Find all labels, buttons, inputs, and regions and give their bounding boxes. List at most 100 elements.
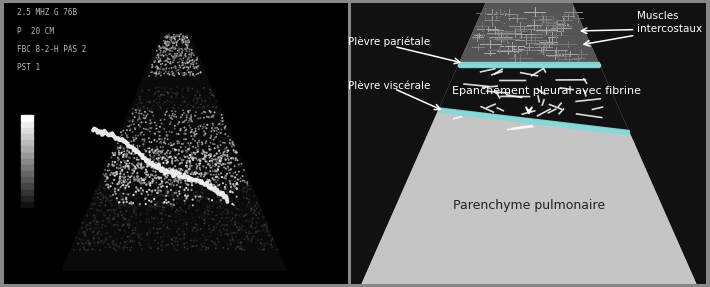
Point: [119, 174, 131, 179]
Point: [189, 59, 200, 63]
Point: [167, 69, 178, 74]
Point: [146, 215, 157, 220]
Point: [184, 116, 195, 121]
Point: [153, 71, 165, 76]
Point: [219, 174, 231, 178]
Point: [143, 203, 155, 208]
Point: [164, 46, 175, 51]
Point: [155, 188, 167, 193]
Point: [140, 202, 151, 206]
Point: [141, 172, 152, 177]
Point: [125, 127, 136, 131]
Point: [212, 169, 223, 174]
Point: [137, 177, 148, 182]
Point: [160, 46, 172, 51]
Point: [158, 93, 170, 97]
Point: [266, 238, 278, 243]
Point: [212, 168, 224, 172]
Point: [98, 195, 109, 199]
Point: [107, 239, 119, 244]
Point: [178, 247, 190, 252]
Point: [205, 147, 217, 152]
Point: [176, 161, 187, 165]
Point: [152, 241, 163, 245]
Point: [229, 150, 240, 154]
Point: [161, 161, 173, 166]
Point: [182, 70, 194, 75]
Point: [144, 208, 155, 212]
Point: [202, 212, 214, 217]
Point: [121, 153, 133, 158]
Point: [186, 129, 197, 134]
Point: [193, 96, 204, 101]
Point: [168, 142, 179, 147]
Point: [99, 212, 111, 216]
Point: [165, 48, 176, 53]
Point: [171, 183, 182, 187]
Point: [229, 143, 240, 148]
Point: [82, 214, 93, 218]
Point: [123, 143, 134, 148]
Point: [129, 164, 141, 168]
Point: [182, 110, 194, 115]
Point: [139, 110, 151, 114]
Point: [229, 190, 240, 194]
Point: [172, 60, 183, 65]
Point: [118, 248, 129, 253]
Point: [200, 165, 212, 170]
Point: [156, 150, 168, 154]
Point: [151, 67, 163, 71]
Point: [237, 178, 248, 183]
Point: [131, 136, 142, 141]
Point: [131, 144, 143, 148]
Bar: [21, 165, 33, 170]
Point: [133, 188, 144, 193]
Point: [177, 61, 188, 65]
Point: [222, 232, 234, 237]
Point: [186, 53, 197, 57]
Point: [224, 216, 236, 221]
Point: [119, 183, 130, 188]
Point: [165, 52, 176, 56]
Point: [182, 109, 194, 113]
Point: [163, 40, 175, 44]
Point: [146, 109, 157, 114]
Point: [185, 238, 197, 243]
Point: [246, 237, 258, 242]
Point: [174, 50, 185, 55]
Point: [127, 193, 138, 198]
Point: [94, 185, 105, 190]
Point: [124, 192, 135, 197]
Point: [225, 142, 236, 146]
Point: [132, 174, 143, 179]
Point: [187, 203, 199, 208]
Point: [150, 58, 161, 63]
Point: [115, 146, 126, 151]
Point: [126, 168, 138, 172]
Point: [166, 182, 178, 186]
Point: [190, 177, 202, 181]
Point: [116, 213, 128, 217]
Point: [212, 205, 223, 210]
Point: [158, 201, 170, 205]
Point: [204, 163, 215, 168]
Point: [193, 194, 204, 199]
Point: [114, 152, 125, 157]
Point: [148, 151, 160, 156]
Point: [116, 133, 128, 137]
Point: [100, 194, 111, 199]
Point: [190, 105, 202, 110]
Point: [153, 59, 165, 64]
Point: [191, 239, 202, 243]
Point: [129, 137, 140, 142]
Point: [84, 243, 96, 247]
Point: [185, 107, 196, 112]
Point: [222, 228, 233, 232]
Point: [112, 156, 124, 160]
Point: [202, 123, 213, 127]
Point: [126, 150, 138, 155]
Point: [215, 206, 226, 210]
Point: [100, 189, 111, 194]
Point: [207, 114, 218, 118]
Point: [185, 73, 196, 78]
